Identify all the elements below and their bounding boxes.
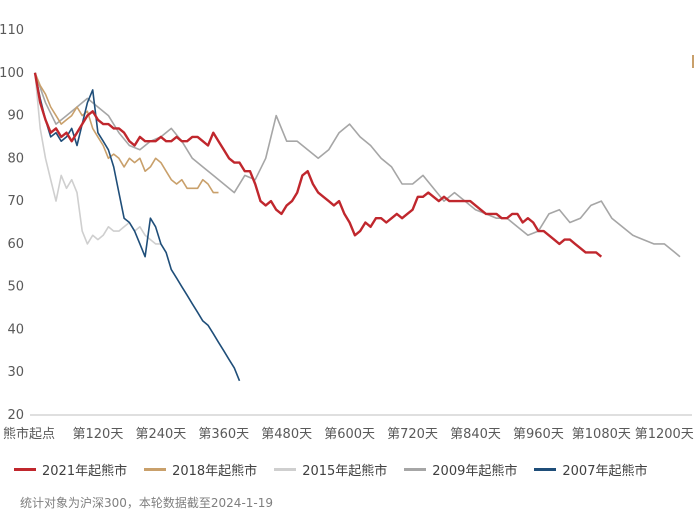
y-tick-label: 40 [7,322,24,337]
legend-swatch [274,467,297,471]
y-tick-label: 60 [7,237,24,252]
legend-label: 2009年起熊市 [432,463,518,479]
y-tick-label: 20 [7,408,24,423]
legend-label: 2007年起熊市 [562,463,648,479]
legend-swatch [534,467,557,471]
legend-swatch [404,467,427,471]
legend-label: 2018年起熊市 [172,463,258,479]
x-tick-label: 第240天 [135,427,186,442]
legend-item: 2018年起熊市 [144,460,257,479]
series-lines [33,72,681,382]
y-tick-label: 50 [7,280,24,295]
x-tick-label: 第600天 [324,427,375,442]
legend-swatch [144,467,167,471]
x-tick-label: 第360天 [198,427,249,442]
legend-swatch [14,467,36,471]
series-line [34,72,241,382]
x-tick-label: 第480天 [261,427,312,442]
x-tick-label: 第120天 [73,427,124,442]
y-tick-label: 90 [7,109,24,124]
legend-label: 2015年起熊市 [302,463,388,479]
x-tick-label: 熊市起点 [3,426,55,442]
x-tick-label: 第720天 [387,427,438,442]
legend-item: 2021年起熊市 [14,460,127,479]
y-tick-label: 70 [7,194,24,209]
y-tick-label: 80 [7,151,24,166]
legend-item: 2009年起熊市 [404,460,517,479]
line-chart: 20 30 40 50 60 70 80 90 100 110 熊市起点 第120天 第240天 第36… [0,23,694,442]
x-axis-ticks: 熊市起点 第120天 第240天 第360天 第480天 第600天 第720天 第840天第… [3,426,694,442]
y-tick-label: 30 [7,365,24,380]
x-tick-label: 第840天 [450,427,501,442]
series-line [34,72,681,258]
legend-item: 2007年起熊市 [534,460,647,479]
legend: 2021年起熊市 2018年起熊市 2015年起熊市 2009年起熊市 2007年起熊市 [14,458,694,480]
data-source-note: 统计对象为沪深300，本轮数据截至2024-1-19 [20,496,274,510]
x-tick-label: 第960天 [513,427,564,442]
y-axis-ticks: 20 30 40 50 60 70 80 90 100 110 [0,23,24,423]
series-line [33,72,603,258]
x-tick-label: 第1200天 [635,427,694,442]
legend-label: 2021年起熊市 [42,463,128,479]
series-line [34,72,219,194]
series-line [34,72,161,245]
y-tick-label: 110 [0,23,24,38]
x-tick-label: 第1080天 [572,427,631,442]
y-tick-label: 100 [0,66,24,81]
legend-item: 2015年起熊市 [274,460,387,479]
